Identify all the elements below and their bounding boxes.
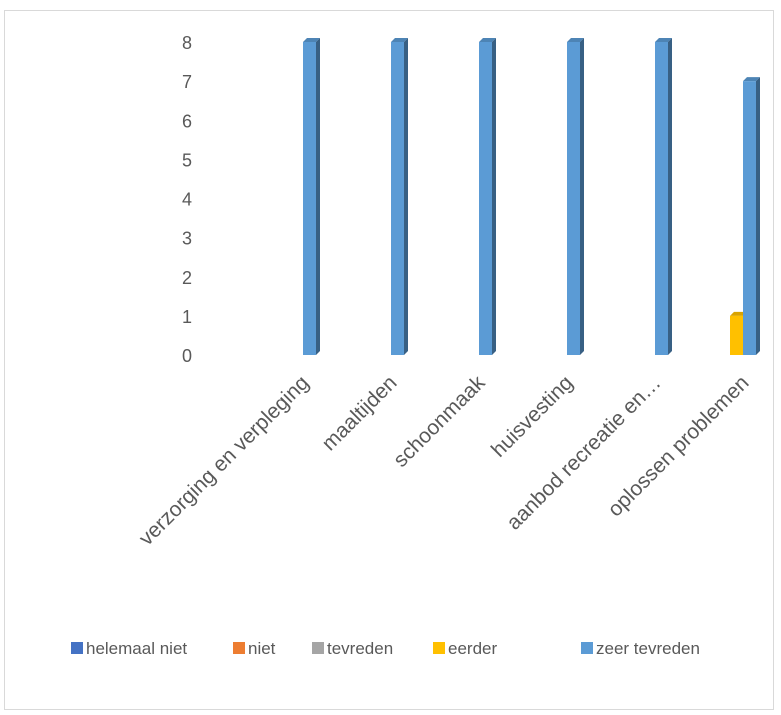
legend-swatch: [581, 642, 593, 654]
bar-zeer-tevreden: [479, 38, 496, 355]
category-label: schoonmaak: [389, 371, 490, 472]
category-label: verzorging en verpleging: [135, 371, 314, 550]
y-tick-label: 4: [182, 190, 192, 210]
legend-label: helemaal niet: [86, 639, 187, 658]
legend-swatch: [312, 642, 324, 654]
legend-label: eerder: [448, 639, 497, 658]
legend-item: tevreden: [312, 639, 393, 658]
chart-area: [4, 10, 774, 710]
legend: helemaal niet niet tevreden eerder zeer tevr…: [71, 639, 700, 658]
legend-label: niet: [248, 639, 276, 658]
legend-item: niet: [233, 639, 276, 658]
legend-swatch: [433, 642, 445, 654]
y-tick-label: 3: [182, 229, 192, 249]
legend-item: eerder: [433, 639, 497, 658]
y-tick-label: 5: [182, 150, 192, 170]
category-label: maaltijden: [318, 371, 402, 455]
y-tick-label: 1: [182, 307, 192, 327]
legend-item: zeer tevreden: [581, 639, 700, 658]
bar-zeer-tevreden: [391, 38, 408, 355]
y-tick-label: 8: [182, 33, 192, 53]
bar-zeer-tevreden: [303, 38, 320, 355]
bar-zeer-tevreden: [743, 77, 760, 355]
bar-zeer-tevreden: [655, 38, 672, 355]
bar-zeer-tevreden: [567, 38, 584, 355]
legend-label: zeer tevreden: [596, 639, 700, 658]
x-axis-labels: verzorging en verpleging maaltijdenschoon…: [135, 371, 754, 550]
bars: [303, 38, 760, 355]
y-axis-ticks: 0 1 2 3 4 5 6 7 8: [182, 33, 192, 366]
category-label: huisvesting: [487, 371, 578, 462]
legend-item: helemaal niet: [71, 639, 187, 658]
legend-swatch: [71, 642, 83, 654]
legend-swatch: [233, 642, 245, 654]
y-tick-label: 0: [182, 346, 192, 366]
y-tick-label: 6: [182, 111, 192, 131]
legend-label: tevreden: [327, 639, 393, 658]
y-tick-label: 2: [182, 268, 192, 288]
category-label: aanbod recreatie en…: [502, 371, 665, 534]
y-tick-label: 7: [182, 72, 192, 92]
